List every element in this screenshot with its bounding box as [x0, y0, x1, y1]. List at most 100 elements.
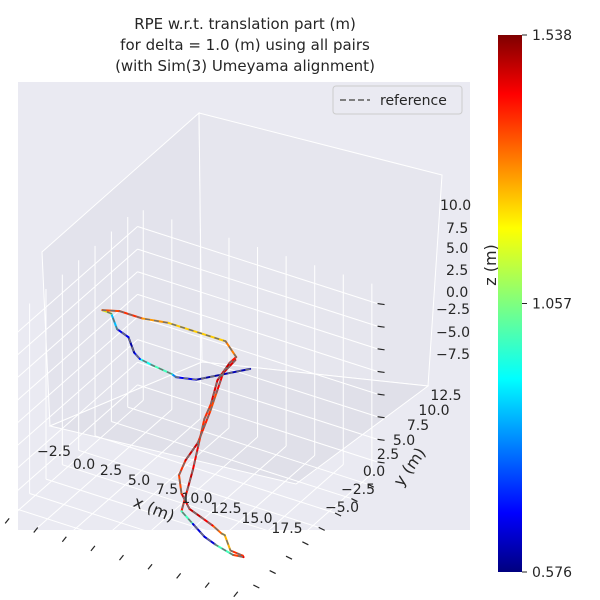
estimated-trajectory-segment — [191, 443, 200, 471]
z-tick-mark — [377, 461, 385, 464]
x-tick-mark — [33, 527, 39, 533]
colorbar-tick-label: 1.057 — [532, 297, 572, 313]
x-tick-mark — [176, 573, 182, 579]
y-tick-mark — [269, 570, 276, 575]
z-tick-labels: −7.5 −5.0 −2.5 0.0 2.5 5.0 7.5 10.0 — [436, 198, 471, 363]
x-tick-mark — [119, 554, 124, 561]
estimated-trajectory-segment — [195, 373, 221, 381]
z-tick-label: −5.0 — [436, 325, 470, 341]
z-gridline-back — [137, 339, 378, 418]
z-tick-label: −7.5 — [436, 347, 470, 363]
z-gridline-side — [3, 271, 138, 391]
y-tick-mark — [351, 498, 358, 503]
x-tick-labels: −2.5 0.0 2.5 5.0 7.5 10.0 12.5 15.0 17.5 — [37, 444, 303, 537]
estimated-trajectory-segment — [218, 367, 252, 376]
z-tick-mark — [377, 393, 385, 396]
y-tick-mark — [367, 483, 375, 488]
z-gridline-back — [137, 226, 378, 305]
y-tick-label: 0.0 — [363, 464, 385, 480]
y-tick-label: −5.0 — [325, 500, 359, 516]
y-tick-mark — [302, 541, 309, 546]
trajectory-layer — [101, 309, 252, 559]
z-gridline-back — [137, 271, 378, 350]
x-tick-label: 0.0 — [73, 457, 95, 473]
y-tick-label: 10.0 — [418, 403, 449, 419]
y-gridline-floor — [94, 435, 336, 514]
x-gridline-floor — [151, 445, 287, 565]
z-tick-label: −2.5 — [436, 302, 470, 318]
z-tick-mark — [377, 370, 385, 374]
title-line-2: for delta = 1.0 (m) using all pairs — [120, 36, 370, 54]
z-gridline-side — [3, 294, 138, 413]
y-tick-mark — [253, 584, 260, 589]
floor-pane — [48, 361, 430, 485]
grid-lines — [3, 210, 378, 593]
z-tick-mark — [377, 348, 385, 351]
x-gridline-floor — [94, 427, 230, 547]
z-tick-mark — [377, 325, 385, 328]
z-gridline-back — [137, 293, 378, 372]
z-tick-label: 0.0 — [446, 285, 468, 301]
x-tick-label: −2.5 — [37, 444, 71, 460]
z-gridline-back — [137, 361, 378, 440]
x-tick-label: 12.5 — [210, 501, 241, 517]
y-tick-labels: −5.0 −2.5 0.0 2.5 5.0 7.5 10.0 12.5 — [325, 388, 462, 516]
x-tick-label: 17.5 — [271, 521, 302, 537]
z-tick-mark — [377, 302, 385, 306]
x-tick-label: 15.0 — [241, 511, 272, 527]
x-tick-mark — [61, 536, 67, 543]
colorbar-gradient — [498, 35, 522, 572]
colorbar: 0.576 1.057 1.538 — [498, 28, 572, 581]
x-tick-mark — [233, 591, 239, 598]
x-tick-label: 2.5 — [100, 463, 122, 479]
z-gridline-side — [3, 339, 138, 459]
z-gridline-back — [137, 384, 378, 463]
y-tick-label: −2.5 — [341, 482, 375, 498]
y-tick-label: 2.5 — [377, 447, 399, 463]
x-gridline-floor — [37, 409, 173, 528]
y-tick-label: 12.5 — [430, 388, 461, 404]
x-tick-mark — [4, 518, 10, 524]
x-tick-label: 10.0 — [181, 491, 212, 507]
y-gridline-floor — [45, 478, 287, 557]
y-tick-label: 5.0 — [393, 433, 415, 449]
y-gridline-floor — [111, 421, 352, 500]
title-line-1: RPE w.r.t. translation part (m) — [134, 15, 356, 33]
colorbar-tick-label: 1.538 — [532, 28, 572, 44]
y-tick-mark — [318, 526, 325, 531]
x-tick-label: 5.0 — [128, 473, 150, 489]
z-tick-mark — [377, 438, 385, 441]
z-gridline-side — [3, 384, 138, 504]
x-gridline-floor — [66, 418, 201, 538]
title-line-3: (with Sim(3) Umeyama alignment) — [115, 57, 375, 75]
axis-tick-marks — [4, 302, 385, 598]
legend-label-reference: reference — [380, 93, 447, 109]
z-tick-label: 10.0 — [440, 198, 471, 214]
y-gridline-floor — [62, 464, 303, 543]
legend: reference — [332, 85, 463, 115]
colorbar-tick-label: 0.576 — [532, 565, 572, 581]
x-tick-mark — [204, 582, 210, 588]
z-axis-label: z (m) — [481, 244, 500, 286]
x-gridline-floor — [123, 436, 258, 556]
x-gridline-floor — [180, 454, 316, 574]
z-tick-mark — [377, 416, 385, 419]
y-gridline-floor — [29, 493, 270, 572]
z-gridline-side — [3, 316, 138, 436]
x-tick-mark — [90, 545, 96, 552]
x-gridline-floor — [237, 473, 373, 593]
x-tick-mark — [147, 563, 153, 570]
z-tick-label: 2.5 — [446, 263, 468, 279]
z-gridline-back — [137, 316, 378, 395]
z-tick-label: 5.0 — [446, 241, 468, 257]
y-tick-label: 7.5 — [407, 418, 429, 434]
x-tick-label: 7.5 — [156, 482, 178, 498]
x-gridline-floor — [8, 399, 144, 519]
z-gridline-side — [3, 248, 138, 368]
z-gridline-side — [3, 226, 138, 345]
y-gridline-floor — [13, 507, 254, 586]
x-gridline-floor — [208, 464, 344, 583]
y-tick-mark — [334, 512, 342, 517]
legend-frame — [332, 85, 463, 115]
